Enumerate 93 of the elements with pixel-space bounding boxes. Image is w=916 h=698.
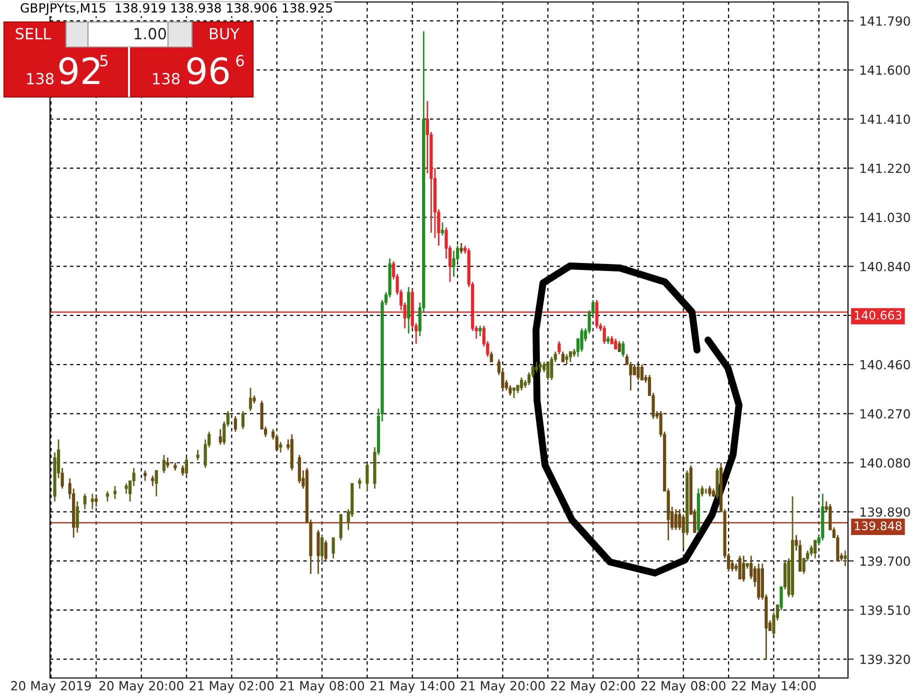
chart-title: GBPJPYts,M15 138.919 138.938 138.906 138.925 <box>20 3 332 15</box>
y-tick-label: 139.320 <box>860 654 910 664</box>
candlestick <box>94 496 98 508</box>
x-tick-label: 20 May 20:00 <box>99 681 184 693</box>
y-tick-label: 139.890 <box>860 507 910 517</box>
candlestick <box>106 490 110 502</box>
candlestick <box>614 338 618 350</box>
candlestick <box>738 555 742 580</box>
candlestick <box>640 364 644 381</box>
candlestick <box>440 222 444 236</box>
candlestick <box>241 410 245 430</box>
annotation: 138 <box>153 72 180 84</box>
candlestick <box>324 540 328 562</box>
annotation: 96 <box>187 57 229 84</box>
candlestick <box>538 361 542 373</box>
candlestick <box>113 485 117 500</box>
annotation: 92 <box>59 57 100 84</box>
candlestick <box>166 456 170 469</box>
candlestick <box>320 534 324 562</box>
candlestick <box>490 350 493 363</box>
candlestick <box>700 485 704 498</box>
candlestick <box>636 364 640 381</box>
candlestick <box>83 493 86 510</box>
x-tick-label: 21 May 20:00 <box>460 681 545 693</box>
candlestick <box>151 474 154 487</box>
candlestick <box>181 464 184 476</box>
candlestick <box>708 485 712 498</box>
candlestick <box>478 325 482 337</box>
y-tick-label: 139.510 <box>860 606 910 615</box>
candlestick <box>780 586 783 611</box>
y-tick-label: 141.790 <box>860 16 910 26</box>
y-tick-label: 140.460 <box>860 360 910 370</box>
y-tick-label: 139.700 <box>860 556 910 566</box>
x-tick-label: 21 May 08:00 <box>280 681 364 693</box>
candlestick <box>298 454 301 484</box>
candlestick <box>520 376 524 392</box>
ref-line-label: 140.663 <box>854 310 902 320</box>
candlestick <box>622 340 625 358</box>
candlestick <box>632 364 636 376</box>
candlestick <box>602 325 606 345</box>
x-tick-label: 21 May 14:00 <box>370 681 454 693</box>
candlestick <box>682 514 685 549</box>
candlestick <box>568 350 572 363</box>
candlestick <box>60 467 64 490</box>
candlestick <box>218 428 222 446</box>
y-tick-label: 140.080 <box>860 458 910 468</box>
x-tick-label: 22 May 08:00 <box>641 681 726 693</box>
candlestick <box>339 514 342 541</box>
y-tick-label: 141.220 <box>860 164 910 174</box>
candlestick <box>90 493 94 510</box>
candlestick <box>162 454 166 474</box>
y-tick-label: 140.270 <box>860 409 910 419</box>
annotation: SELL <box>16 28 52 40</box>
candlestick <box>184 456 188 476</box>
candlestick <box>316 529 320 575</box>
candlestick <box>561 350 564 363</box>
candlestick <box>844 550 847 567</box>
y-tick-label: 141.030 <box>860 212 910 222</box>
annotation: 5 <box>100 55 108 66</box>
annotation: 138 <box>27 72 54 84</box>
candlestick <box>332 536 335 560</box>
candlestick <box>196 449 200 461</box>
candlestick <box>674 508 678 531</box>
candlestick <box>248 387 252 412</box>
candlestick <box>512 387 516 399</box>
y-tick-label: 141.410 <box>860 114 910 124</box>
y-tick-label: 140.840 <box>860 262 910 272</box>
x-tick-label: 22 May 02:00 <box>551 681 636 693</box>
annotation: 1.00 <box>134 28 166 40</box>
y-tick-label: 141.600 <box>860 65 910 75</box>
candlestick <box>460 242 463 254</box>
candlestick <box>558 340 561 355</box>
candlestick <box>535 361 538 373</box>
candlestick <box>76 500 79 534</box>
candlestick <box>546 361 550 381</box>
candlestick <box>742 555 746 582</box>
candlestick <box>124 482 128 494</box>
annotation: 6 <box>236 54 244 66</box>
candlestick <box>144 470 147 482</box>
candlestick <box>580 328 584 352</box>
candlestick <box>358 478 362 490</box>
candlestick <box>565 354 568 366</box>
annotation: BUY <box>210 28 240 40</box>
x-tick-label: 22 May 14:00 <box>732 681 816 693</box>
candlestick <box>234 416 237 432</box>
candlestick <box>814 540 817 560</box>
ref-line-label: 139.848 <box>854 521 902 530</box>
candlestick <box>366 462 369 492</box>
x-tick-label: 21 May 02:00 <box>190 681 274 693</box>
candlestick <box>279 441 282 454</box>
x-tick-label: 20 May 2019 <box>11 681 91 693</box>
candlestick <box>618 340 621 352</box>
candlestick <box>154 470 158 498</box>
